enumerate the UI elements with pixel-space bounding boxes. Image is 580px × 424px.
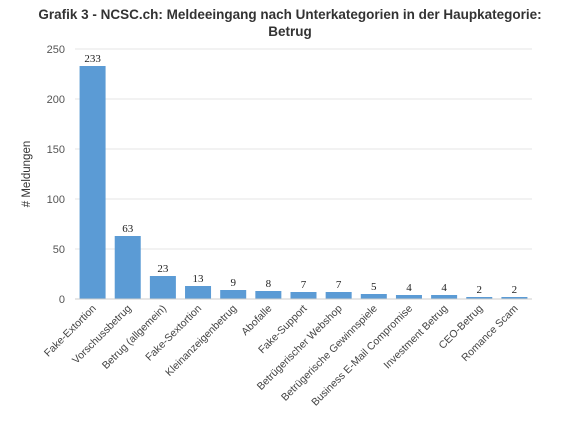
bar (395, 295, 422, 299)
data-labels: 233 63 23 13 9 8 7 7 5 4 4 2 2 (84, 53, 517, 296)
bar (114, 236, 141, 299)
data-label: 4 (406, 282, 412, 294)
data-label: 9 (230, 277, 236, 289)
y-tick-label: 200 (47, 94, 65, 106)
bar (466, 297, 493, 299)
y-axis-title: # Meldungen (21, 141, 33, 208)
data-label: 4 (441, 282, 447, 294)
y-tick-label: 50 (53, 244, 65, 256)
data-label: 63 (122, 223, 134, 235)
data-label: 23 (157, 263, 169, 275)
x-tick-label: Abofalle (239, 303, 274, 338)
data-label: 8 (266, 278, 272, 290)
data-label: 7 (336, 279, 342, 291)
bar (431, 295, 458, 299)
bar (220, 290, 247, 299)
y-tick-label: 150 (47, 144, 65, 156)
bar (501, 297, 528, 299)
bar (185, 286, 212, 299)
y-axis-ticks: 0 50 100 150 200 250 (47, 44, 65, 306)
bar (325, 292, 352, 299)
bar (290, 292, 317, 299)
x-tick-label: Betrug (allgemein) (100, 303, 169, 372)
bar (149, 276, 176, 299)
bar (360, 294, 387, 299)
chart-title-line-1: Grafik 3 - NCSC.ch: Meldeeingang nach Un… (38, 7, 542, 22)
data-label: 5 (371, 281, 377, 293)
chart-title-line-2: Betrug (268, 24, 312, 39)
bar (255, 291, 282, 299)
chart-title: Grafik 3 - NCSC.ch: Meldeeingang nach Un… (0, 6, 580, 40)
data-label: 233 (84, 53, 101, 65)
x-tick-label: Investment Betrug (381, 303, 450, 372)
y-tick-label: 100 (47, 194, 65, 206)
y-tick-label: 250 (47, 44, 65, 56)
data-label: 2 (512, 284, 518, 296)
data-label: 2 (477, 284, 483, 296)
y-tick-label: 0 (59, 294, 65, 306)
data-label: 13 (193, 273, 205, 285)
gridlines (75, 48, 532, 250)
bars (79, 66, 528, 299)
bar (79, 66, 106, 299)
data-label: 7 (301, 279, 307, 291)
